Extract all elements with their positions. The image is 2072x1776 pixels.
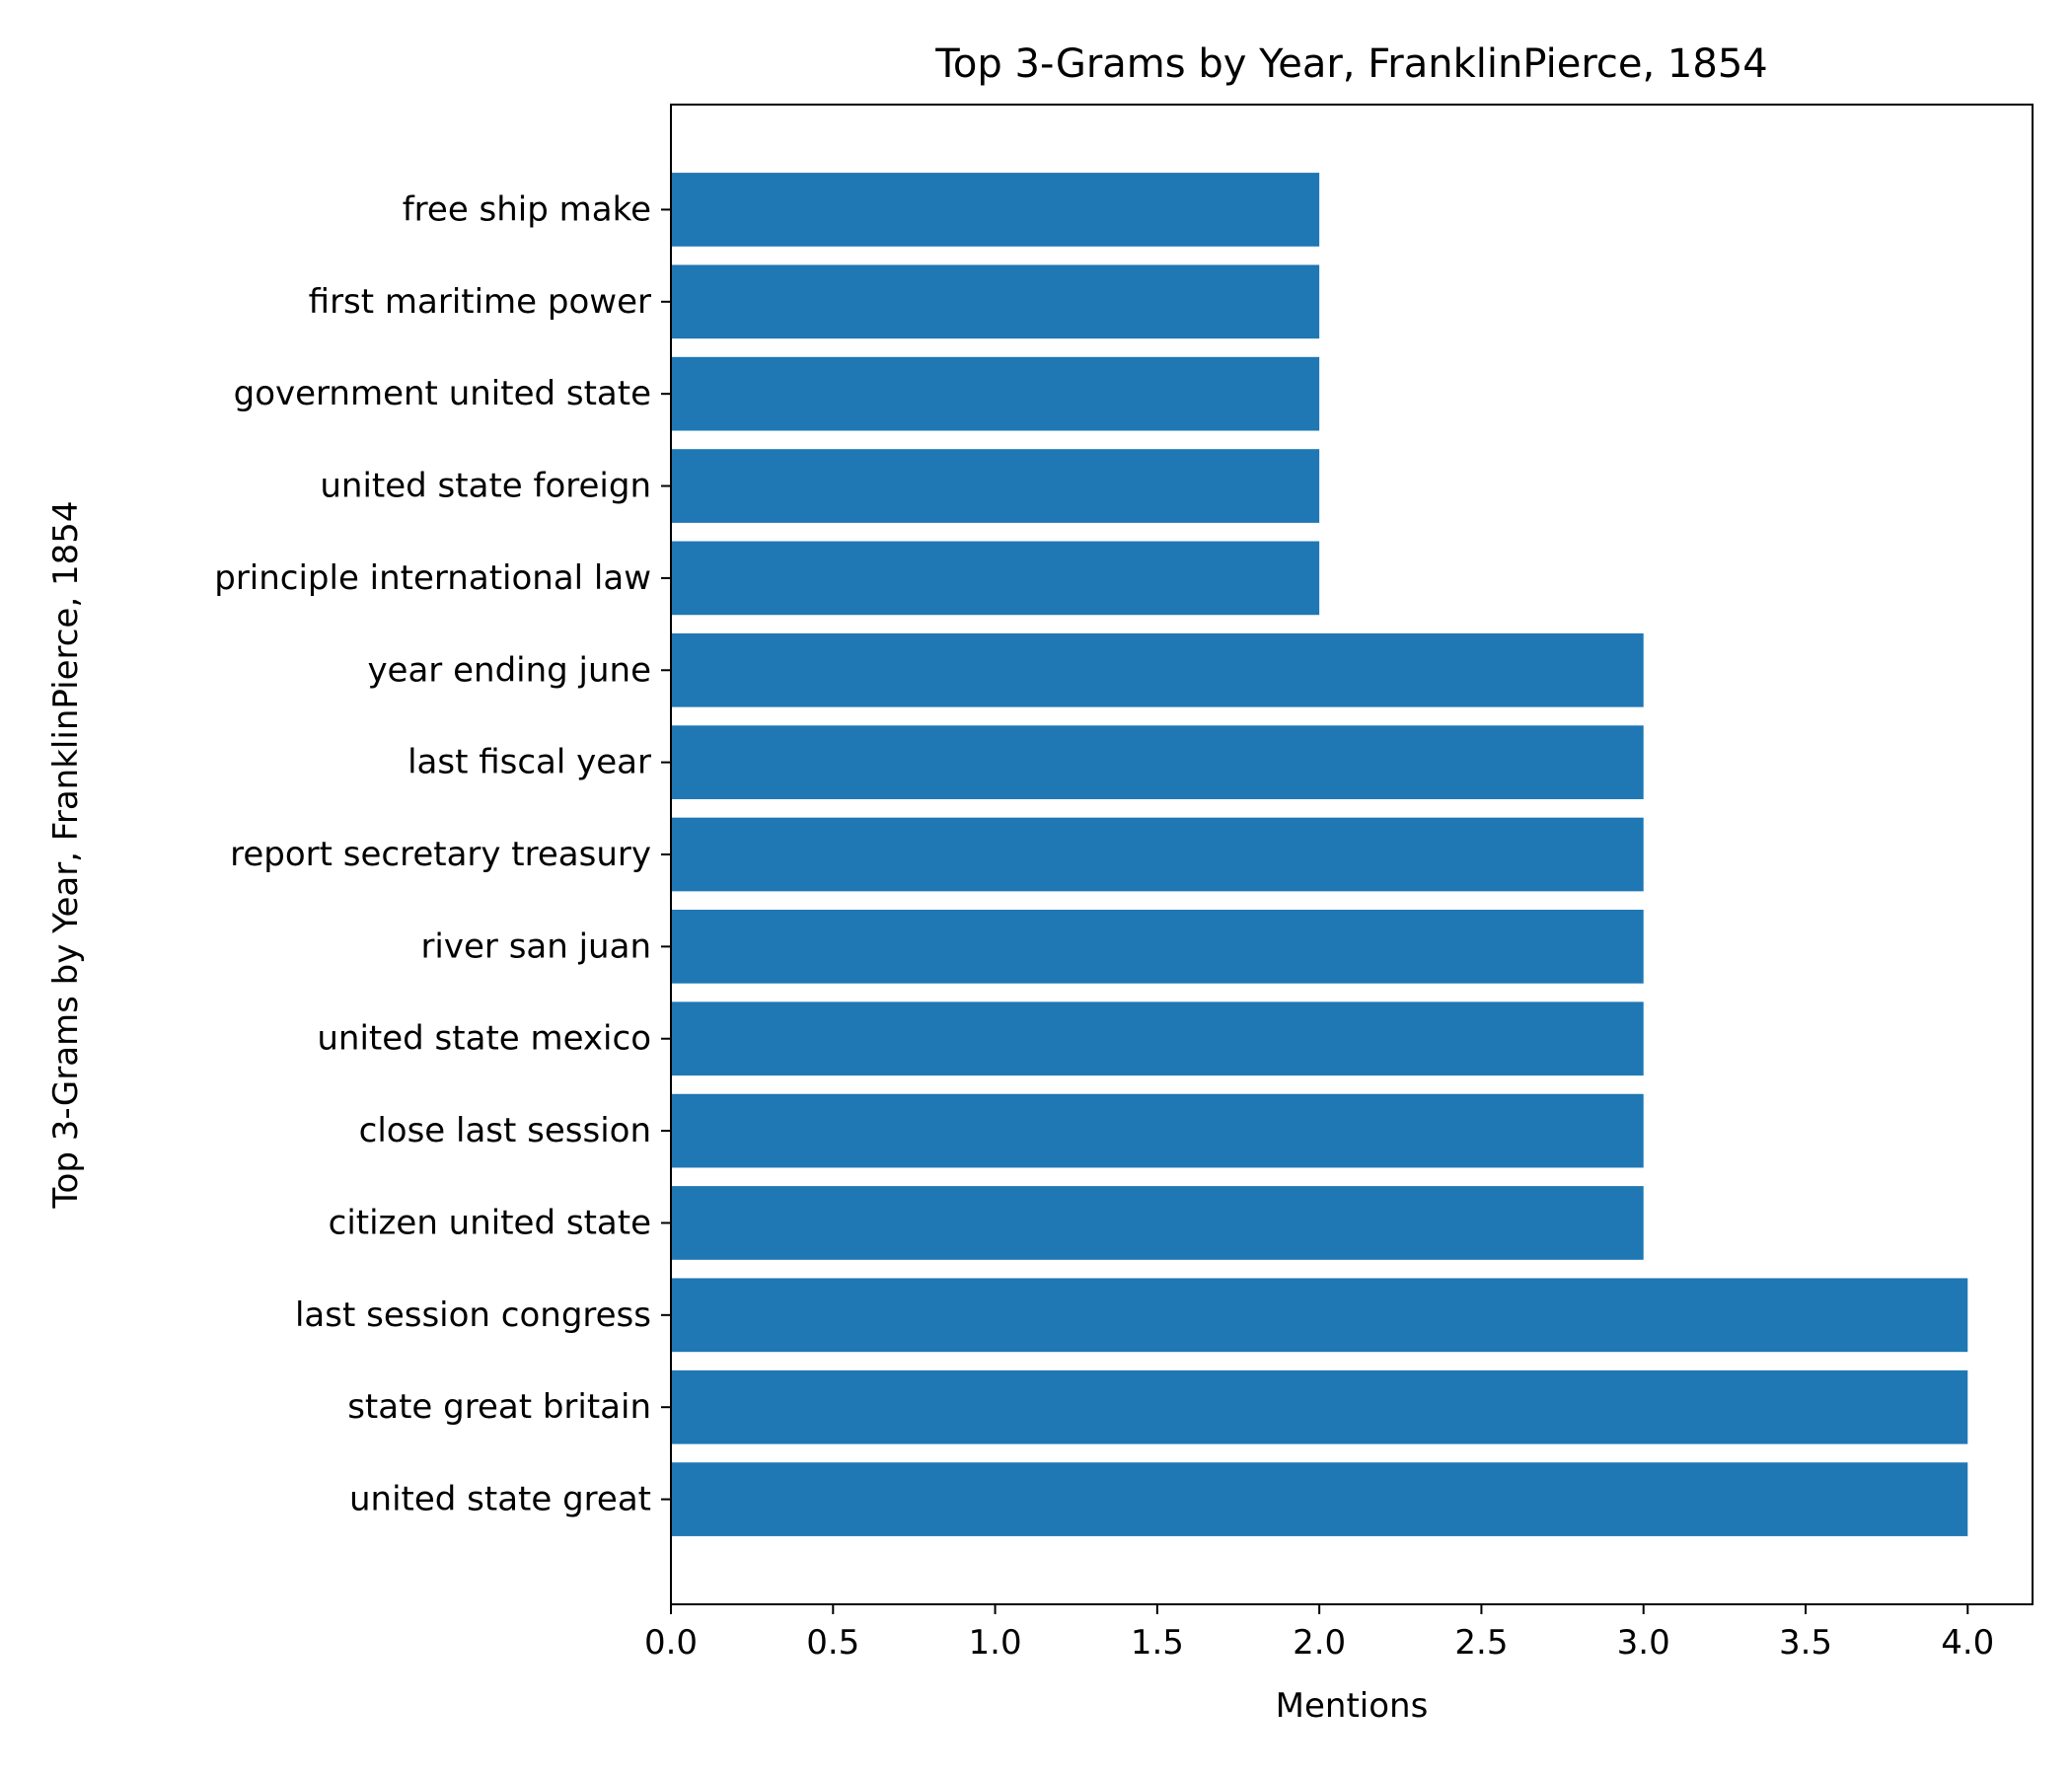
y-tick-label: free ship make bbox=[403, 189, 651, 229]
x-tick-label: 3.5 bbox=[1779, 1623, 1832, 1663]
y-tick-label: state great britain bbox=[347, 1387, 651, 1427]
bar-united-state-great bbox=[671, 1462, 1968, 1536]
x-tick-label: 3.0 bbox=[1617, 1623, 1670, 1663]
y-tick-label: last fiscal year bbox=[407, 743, 651, 782]
bar-report-secretary-treasury bbox=[671, 817, 1644, 892]
bar-united-state-mexico bbox=[671, 1001, 1644, 1076]
bar-close-last-session bbox=[671, 1093, 1644, 1168]
bar-river-san-juan bbox=[671, 910, 1644, 984]
bar-citizen-united-state bbox=[671, 1186, 1644, 1260]
x-tick-label: 2.5 bbox=[1454, 1623, 1508, 1663]
y-tick-label: river san juan bbox=[420, 926, 651, 966]
x-tick-label: 0.0 bbox=[644, 1623, 698, 1663]
y-tick-label: report secretary treasury bbox=[230, 835, 651, 874]
bar-government-united-state bbox=[671, 356, 1320, 431]
bar-free-ship-make bbox=[671, 173, 1320, 247]
y-tick-label: last session congress bbox=[295, 1295, 651, 1335]
bar-last-session-congress bbox=[671, 1278, 1968, 1353]
x-tick-label: 0.5 bbox=[806, 1623, 859, 1663]
y-tick-label: first maritime power bbox=[309, 282, 651, 322]
x-axis-ticks: 0.0 0.5 1.0 1.5 2.0 2.5 3.0 3.5 4.0 bbox=[644, 1604, 1994, 1663]
y-axis-ticks: united state great state great britain las… bbox=[214, 189, 671, 1519]
chart-title: Top 3-Grams by Year, FranklinPierce, 185… bbox=[934, 41, 1767, 87]
x-axis-label: Mentions bbox=[1276, 1686, 1429, 1726]
bar-principle-international-law bbox=[671, 541, 1320, 616]
y-tick-label: citizen united state bbox=[329, 1203, 651, 1242]
bar-united-state-foreign bbox=[671, 449, 1320, 523]
x-tick-label: 1.5 bbox=[1131, 1623, 1184, 1663]
y-tick-label: united state mexico bbox=[317, 1019, 651, 1059]
bar-state-great-britain bbox=[671, 1369, 1968, 1444]
y-tick-label: united state foreign bbox=[320, 467, 651, 506]
y-axis-label: Top 3-Grams by Year, FranklinPierce, 185… bbox=[46, 501, 86, 1210]
bars-layer bbox=[671, 173, 1968, 1536]
bar-first-maritime-power bbox=[671, 264, 1320, 339]
y-tick-label: government united state bbox=[234, 374, 651, 413]
plot-frame bbox=[670, 104, 2034, 1605]
bar-last-fiscal-year bbox=[671, 725, 1644, 799]
y-tick-label: year ending june bbox=[367, 650, 651, 690]
y-tick-label: united state great bbox=[349, 1480, 651, 1519]
x-tick-label: 2.0 bbox=[1293, 1623, 1346, 1663]
x-tick-label: 1.0 bbox=[969, 1623, 1022, 1663]
y-tick-label: principle international law bbox=[214, 558, 651, 598]
x-tick-label: 4.0 bbox=[1941, 1623, 1994, 1663]
bar-year-ending-june bbox=[671, 632, 1644, 707]
y-tick-label: close last session bbox=[359, 1111, 651, 1150]
